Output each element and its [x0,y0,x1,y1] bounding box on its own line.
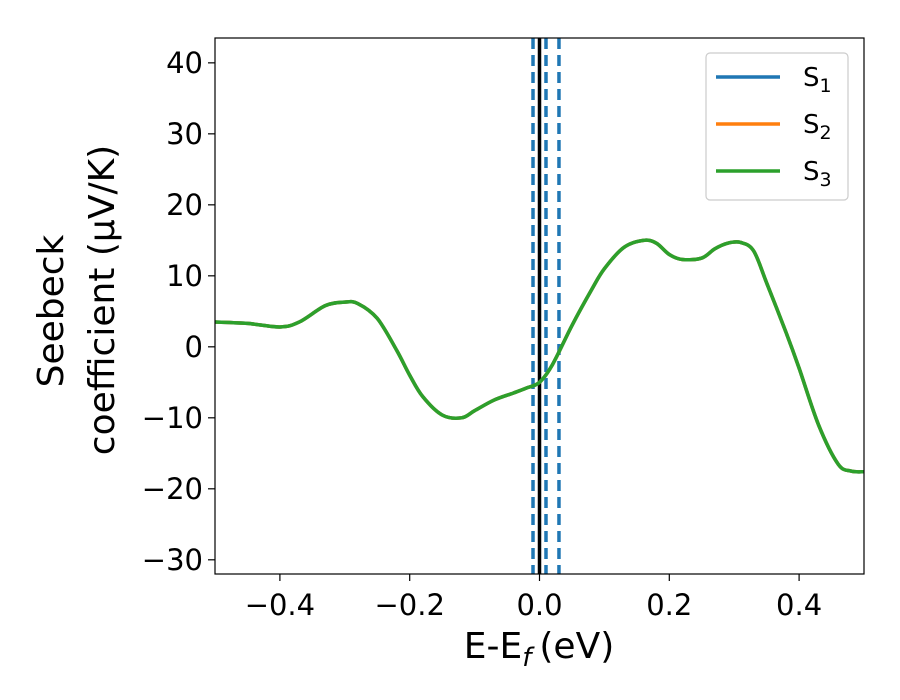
series-lines [215,238,864,474]
x-axis-title: E-Ef (eV) [464,626,615,673]
x-tick-label: 0.0 [516,588,562,622]
y-tick-label: 20 [166,188,203,222]
x-axis-title-unit: (eV) [539,626,614,667]
legend: S1 S2 S3 [705,52,849,201]
y-tick-label: 40 [166,46,203,80]
x-tick-label: −0.4 [245,588,315,622]
y-axis-title-line1: Seebeck [31,234,72,387]
legend-label-s3: S3 [803,157,832,191]
x-axis-title-sub: f [522,643,535,673]
y-axis-ticks: −30 −20 −10 0 10 20 30 40 [142,46,215,577]
y-axis-title-line2: coefficient (μV/K) [82,145,123,455]
y-tick-label: 0 [185,330,203,364]
legend-label-s1: S1 [803,63,832,97]
reference-lines [531,38,561,574]
x-tick-label: 0.2 [646,588,692,622]
y-tick-label: 30 [166,117,203,151]
y-tick-label: −20 [142,472,203,506]
legend-box [705,52,849,201]
y-tick-label: 10 [166,259,203,293]
y-tick-label: −30 [142,543,203,577]
legend-label-s2: S2 [803,110,832,144]
x-tick-label: −0.2 [374,588,444,622]
x-tick-label: 0.4 [776,588,822,622]
series-line-s3 [215,238,864,474]
x-axis-ticks: −0.4 −0.2 0.0 0.2 0.4 [245,574,822,622]
x-axis-title-main: E-E [464,626,522,667]
y-tick-label: −10 [142,401,203,435]
